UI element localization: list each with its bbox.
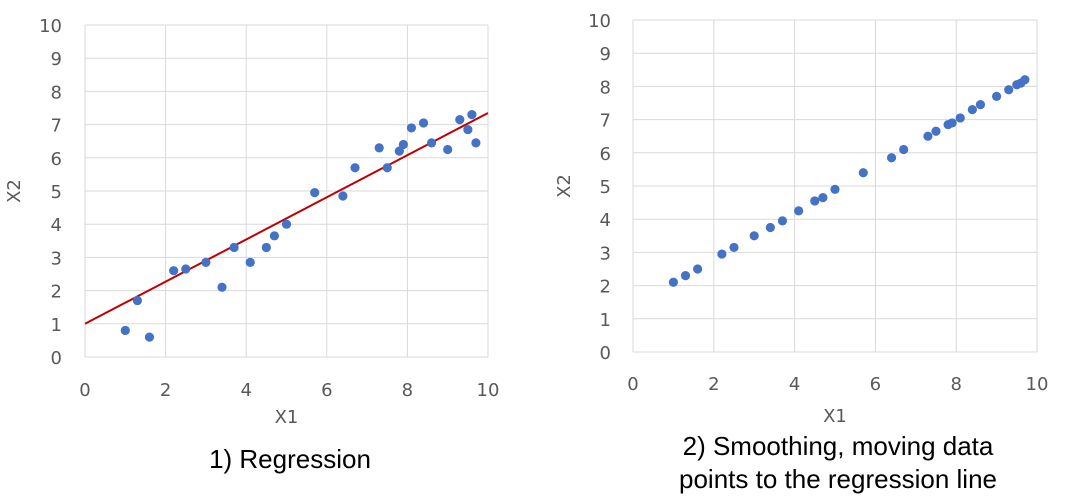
data-point (338, 191, 348, 201)
data-point (455, 115, 465, 125)
x-tick-label: 8 (402, 380, 413, 401)
data-point (382, 163, 392, 173)
data-point (394, 146, 404, 156)
data-point (992, 91, 1002, 101)
chart-caption: 1) Regression (209, 444, 371, 474)
data-point (967, 105, 977, 115)
data-point (899, 144, 909, 155)
data-point (169, 266, 179, 276)
data-point (132, 295, 142, 306)
y-tick-label: 3 (600, 243, 611, 264)
data-point (955, 113, 965, 123)
data-point (794, 206, 804, 216)
y-tick-label: 8 (600, 77, 611, 98)
data-point (680, 271, 691, 281)
x-tick-label: 4 (240, 380, 251, 401)
x-tick-label: 10 (477, 380, 500, 401)
y-tick-label: 4 (51, 215, 62, 236)
y-tick-label: 1 (51, 315, 62, 336)
y-tick-label: 0 (51, 348, 62, 369)
chart-caption: points to the regression line (679, 464, 997, 494)
data-point (1004, 85, 1014, 95)
data-point (217, 282, 227, 292)
data-point (181, 264, 191, 274)
data-point (310, 188, 320, 198)
y-tick-label: 4 (600, 210, 611, 231)
data-point (923, 131, 933, 141)
data-point (886, 153, 897, 163)
data-point (144, 332, 155, 342)
data-point (261, 242, 271, 253)
data-point (245, 257, 255, 267)
data-point (1020, 75, 1030, 85)
y-tick-label: 0 (600, 343, 611, 364)
chart-2: 0 1 2 3 4 5 6 7 8 9 10 0 2 4 6 8 10 X1 X2 2) Smoothing, mov… (554, 11, 1048, 494)
x-tick-label: 6 (321, 380, 332, 401)
data-point (281, 219, 292, 229)
data-point (426, 138, 437, 148)
y-tick-label: 2 (600, 277, 611, 298)
data-point (693, 264, 703, 274)
data-point (201, 257, 211, 267)
y-tick-label: 9 (600, 44, 611, 65)
regression-line (84, 112, 489, 325)
x-tick-label: 0 (627, 374, 638, 395)
data-point (777, 216, 788, 226)
y-tick-label: 10 (39, 16, 62, 37)
data-point (830, 184, 840, 194)
data-point (717, 249, 727, 259)
x-tick-label: 4 (789, 374, 800, 395)
data-point (398, 139, 408, 150)
data-point (406, 123, 417, 133)
data-point (765, 222, 775, 233)
x-tick-label: 2 (708, 374, 719, 395)
y-tick-label: 6 (51, 149, 62, 170)
y-tick-label: 7 (51, 116, 62, 137)
y-tick-label: 5 (51, 182, 62, 203)
data-point (818, 193, 828, 203)
y-tick-label: 10 (588, 11, 611, 32)
y-tick-label: 9 (51, 49, 62, 70)
x-tick-label: 2 (160, 380, 171, 401)
x-tick-label: 6 (870, 374, 881, 395)
data-point (975, 100, 986, 110)
chart-caption: 2) Smoothing, moving data (683, 431, 994, 461)
y-tick-label: 2 (51, 282, 62, 303)
data-point (858, 168, 868, 178)
chart-1: 0 1 2 3 4 5 6 7 8 9 10 0 2 4 6 8 10 X1 X2 1) Regression (4, 16, 499, 474)
data-point (120, 325, 130, 336)
data-point (471, 138, 481, 148)
data-point (947, 118, 957, 128)
x-tick-label: 8 (950, 374, 961, 395)
data-point (463, 124, 473, 135)
y-tick-label: 1 (600, 310, 611, 331)
data-point (374, 143, 384, 153)
data-point (269, 231, 280, 241)
y-axis-label: X2 (554, 174, 575, 198)
data-point (229, 242, 239, 253)
data-point (729, 242, 739, 253)
y-tick-label: 7 (600, 111, 611, 132)
data-point (749, 231, 759, 241)
data-point (810, 196, 820, 206)
y-tick-label: 8 (51, 82, 62, 103)
data-point (443, 144, 453, 155)
x-axis-label: X1 (823, 406, 847, 427)
y-tick-label: 6 (600, 144, 611, 165)
x-tick-label: 10 (1026, 374, 1049, 395)
data-point (350, 163, 360, 173)
data-point (931, 126, 941, 136)
y-axis-label: X2 (4, 179, 25, 203)
x-tick-label: 0 (79, 380, 90, 401)
y-tick-label: 3 (51, 248, 62, 269)
data-point (467, 110, 477, 120)
x-axis-label: X1 (275, 407, 299, 428)
data-point (668, 277, 679, 287)
y-tick-label: 5 (600, 177, 611, 198)
data-point (418, 118, 429, 128)
